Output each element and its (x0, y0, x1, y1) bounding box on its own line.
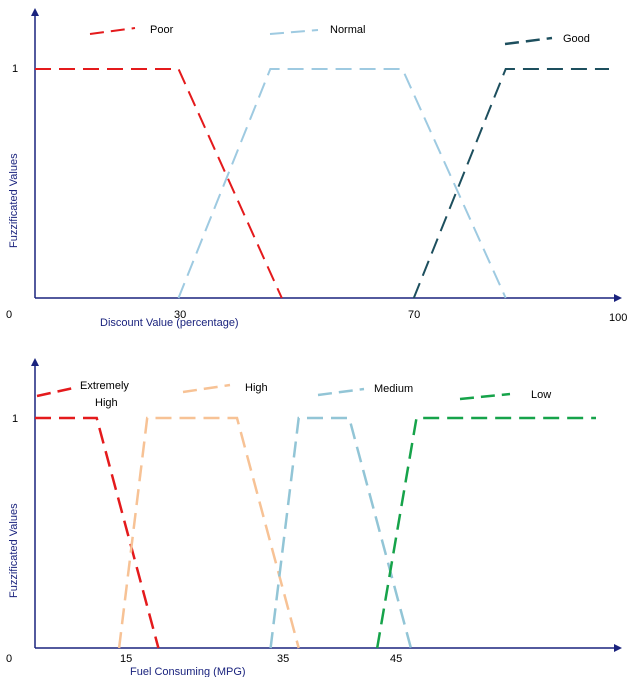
plot-area (35, 416, 596, 649)
legend-label-good: Good (563, 33, 590, 45)
plot-area (35, 68, 609, 299)
legend: Extremely High High Medium Low (36, 380, 551, 409)
legend-swatch-poor (89, 27, 136, 35)
x-tick-label: 0 (6, 309, 12, 321)
series-line-good (412, 68, 609, 299)
legend-swatch-medium (317, 387, 365, 397)
legend-label-medium: Medium (374, 383, 413, 395)
legend-label-low: Low (531, 389, 551, 401)
y-tick-label: 1 (12, 413, 18, 425)
x-tick-label: 0 (6, 653, 12, 665)
legend-swatch-extremely-high (36, 385, 79, 398)
x-tick-label: 45 (390, 653, 402, 665)
membership-chart-fuel: 1 0 15 35 45 Fuel Consuming (MPG) Fuzzif… (6, 358, 622, 677)
series-line-normal (177, 68, 507, 299)
x-tick-label: 100 (609, 312, 627, 324)
x-axis-title: Discount Value (percentage) (100, 317, 239, 329)
legend-label-normal: Normal (330, 24, 365, 36)
legend: Poor Normal Good (89, 24, 590, 46)
y-tick-label: 1 (12, 63, 18, 75)
series-line-poor (35, 68, 283, 299)
legend-label-high: High (245, 382, 268, 394)
legend-label-poor: Poor (150, 24, 174, 36)
legend-swatch-good (504, 36, 553, 46)
x-axis-title: Fuel Consuming (MPG) (130, 666, 246, 677)
series-line-low (375, 416, 596, 649)
legend-swatch-normal (269, 29, 319, 35)
y-axis-title: Fuzzificated Values (8, 503, 20, 598)
y-axis-title: Fuzzificated Values (8, 153, 20, 248)
x-tick-label: 30 (174, 309, 186, 321)
series-line-high (117, 416, 300, 649)
legend-label-extremely-high-line1: Extremely (80, 380, 129, 392)
x-tick-label: 70 (408, 309, 420, 321)
legend-label-extremely-high-line2: High (95, 397, 118, 409)
legend-swatch-low (459, 392, 511, 401)
x-tick-label: 15 (120, 653, 132, 665)
x-tick-label: 35 (277, 653, 289, 665)
series-line-medium (269, 416, 413, 649)
series-line-extremely-high (35, 416, 160, 649)
legend-swatch-high (182, 383, 231, 394)
membership-chart-discount: 1 0 30 70 100 Discount Value (percentage… (6, 8, 627, 329)
